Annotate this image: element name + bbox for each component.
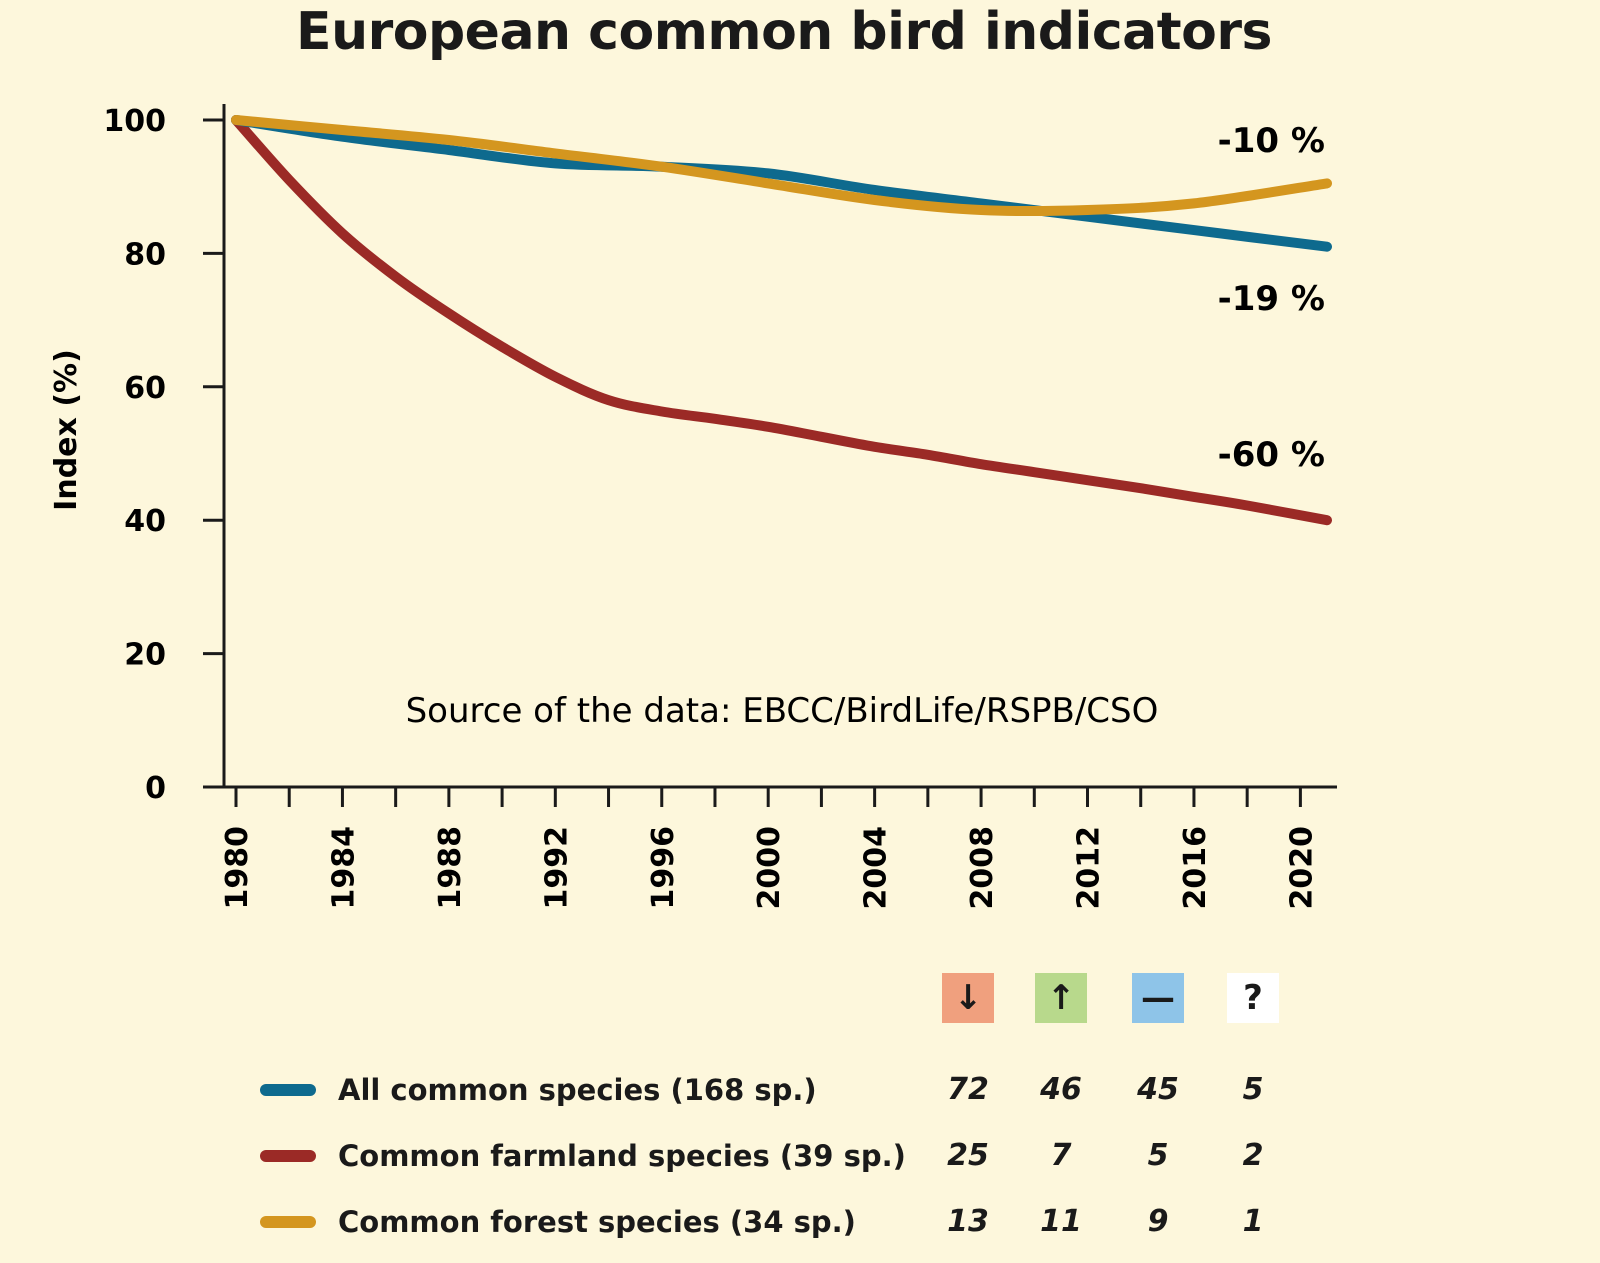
source-note: Source of the data: EBCC/BirdLife/RSPB/C…: [406, 691, 1159, 731]
series-line-farmland: [231, 115, 1332, 526]
count-forest-decline: 13: [947, 1204, 989, 1239]
y-tick-label: 40: [124, 504, 166, 539]
legend-label: All common species (168 sp.): [338, 1073, 817, 1107]
count-farmland-uncertain: 2: [1242, 1138, 1264, 1173]
trend-decline-box: ↓: [942, 973, 994, 1023]
x-tick-label: 1992: [539, 826, 574, 910]
x-tick-label: 1988: [433, 826, 468, 910]
trend-stable-box: —: [1132, 973, 1184, 1023]
legend-label: Common forest species (34 sp.): [338, 1205, 856, 1239]
x-tick-label: 2000: [752, 826, 787, 910]
count-forest-stable: 9: [1147, 1204, 1169, 1239]
legend-row-farmland: Common farmland species (39 sp.): [260, 1134, 906, 1178]
count-farmland-stable: 5: [1147, 1138, 1169, 1173]
series-line-forest: [231, 115, 1332, 217]
legend-row-forest: Common forest species (34 sp.): [260, 1200, 856, 1244]
end-label-farmland: -60 %: [1218, 435, 1325, 475]
legend-label: Common farmland species (39 sp.): [338, 1139, 906, 1173]
legend-swatch-all: [260, 1084, 316, 1096]
y-tick-label: 20: [124, 638, 166, 673]
count-farmland-decline: 25: [947, 1138, 989, 1173]
trend-increase-box: ↑: [1035, 973, 1087, 1023]
count-all-increase: 46: [1040, 1072, 1082, 1107]
count-all-stable: 45: [1137, 1072, 1179, 1107]
x-tick-label: 2016: [1178, 826, 1213, 910]
end-label-forest: -10 %: [1218, 121, 1325, 161]
axes: 0 20 40 60 80 100 1980 1984 1988 1992 1996 2000 2004…: [103, 104, 1337, 910]
trend-uncertain-box: ?: [1227, 973, 1279, 1023]
x-tick-label: 1996: [646, 826, 681, 910]
legend-swatch-forest: [260, 1216, 316, 1228]
dash-icon: —: [1141, 978, 1175, 1018]
x-tick-label: 2004: [859, 826, 894, 910]
count-all-decline: 72: [947, 1072, 989, 1107]
y-tick-label: 0: [145, 771, 166, 806]
down-arrow-icon: ↓: [953, 978, 983, 1018]
legend-row-all: All common species (168 sp.): [260, 1068, 817, 1112]
x-tick-label: 2012: [1072, 826, 1107, 910]
y-tick-label: 80: [124, 237, 166, 272]
y-tick-label: 100: [103, 104, 166, 139]
x-tick-label: 1980: [220, 826, 255, 910]
count-forest-uncertain: 1: [1242, 1204, 1264, 1239]
x-tick-label: 2020: [1284, 826, 1319, 910]
y-axis-title: Index (%): [49, 349, 84, 511]
legend-swatch-farmland: [260, 1150, 316, 1162]
series-line-all: [231, 115, 1332, 252]
end-label-all: -19 %: [1218, 279, 1325, 319]
count-forest-increase: 11: [1040, 1204, 1082, 1239]
line-chart: 0 20 40 60 80 100 1980 1984 1988 1992 1996 2000 2004…: [49, 104, 1337, 910]
chart-title: European common bird indicators: [296, 2, 1272, 62]
x-tick-label: 2008: [965, 826, 1000, 910]
up-arrow-icon: ↑: [1046, 978, 1076, 1018]
end-labels: -19 % -60 % -10 %: [1218, 121, 1325, 475]
series-lines: [231, 115, 1332, 526]
count-farmland-increase: 7: [1050, 1138, 1072, 1173]
question-mark-icon: ?: [1243, 978, 1263, 1018]
x-tick-label: 1984: [326, 826, 361, 910]
y-tick-label: 60: [124, 371, 166, 406]
count-all-uncertain: 5: [1242, 1072, 1264, 1107]
